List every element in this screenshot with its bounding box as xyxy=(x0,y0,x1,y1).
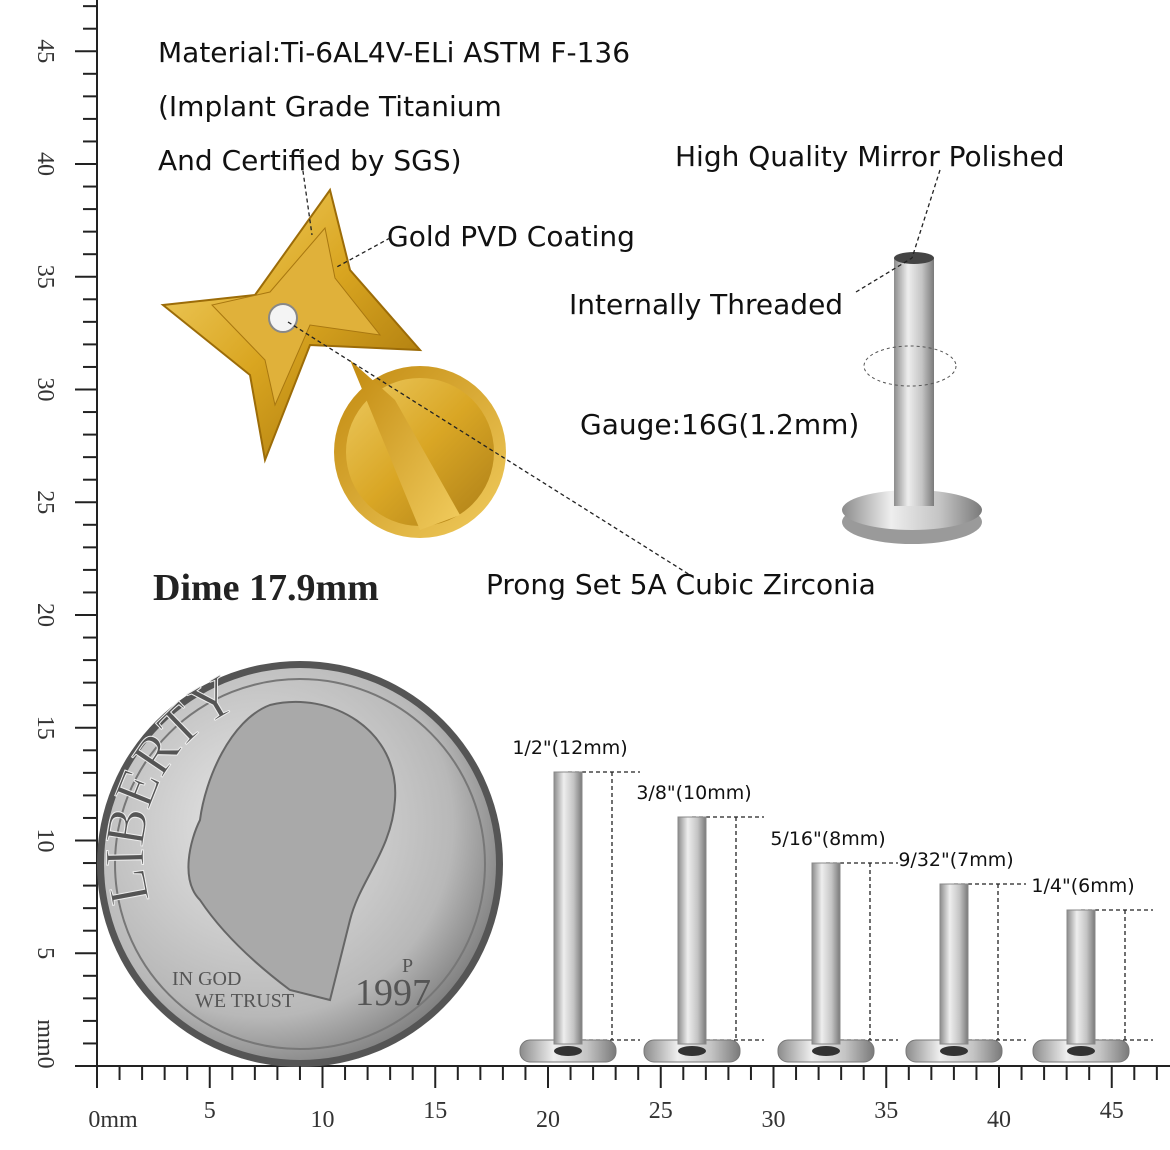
material-line: (Implant Grade Titanium xyxy=(158,90,502,123)
ruler-label: mm0 xyxy=(32,1019,58,1068)
pin-shaft xyxy=(553,771,583,1045)
pin-hole xyxy=(940,1046,968,1056)
leader xyxy=(855,257,913,293)
pin-hole xyxy=(678,1046,706,1056)
size-label: 3/8"(10mm) xyxy=(636,782,751,804)
pin-shaft xyxy=(811,862,841,1045)
leader xyxy=(299,149,313,236)
coating-label: Gold PVD Coating xyxy=(387,220,635,253)
stone-label: Prong Set 5A Cubic Zirconia xyxy=(486,568,876,601)
gold-labret xyxy=(160,187,506,538)
pin-hole xyxy=(1067,1046,1095,1056)
pin-shaft xyxy=(939,883,969,1045)
pin-hole xyxy=(812,1046,840,1056)
material-line: And Certified by SGS) xyxy=(158,144,462,177)
ruler-label: 5 xyxy=(32,947,58,959)
ruler xyxy=(96,0,1170,1067)
ruler-label: 45 xyxy=(1100,1098,1124,1124)
pin-shaft xyxy=(677,816,707,1045)
threaded-label: Internally Threaded xyxy=(569,288,843,321)
ruler-label: 15 xyxy=(423,1098,447,1124)
dime-label: Dime 17.9mm xyxy=(153,567,379,609)
material-line: Material:Ti-6AL4V-ELi ASTM F-136 xyxy=(158,36,630,69)
ruler-label: 40 xyxy=(987,1107,1011,1133)
ruler-label: 10 xyxy=(32,829,58,853)
ruler-label: 30 xyxy=(32,378,58,402)
size-label: 1/4"(6mm) xyxy=(1031,875,1134,897)
coin-mint: P xyxy=(402,955,413,977)
ruler-label: 35 xyxy=(32,265,58,289)
ruler-label: 25 xyxy=(32,490,58,514)
leader xyxy=(911,169,941,259)
pin-shaft xyxy=(1066,909,1096,1045)
size-label: 5/16"(8mm) xyxy=(770,828,885,850)
ruler-label: 15 xyxy=(32,716,58,740)
size-label: 1/2"(12mm) xyxy=(512,737,627,759)
ruler-label: 5 xyxy=(204,1098,216,1124)
coin-year: 1997 xyxy=(355,972,431,1014)
ruler-label: 40 xyxy=(32,152,58,176)
size-label: 9/32"(7mm) xyxy=(898,849,1013,871)
coin-motto: IN GOD xyxy=(172,968,241,990)
gauge-label: Gauge:16G(1.2mm) xyxy=(580,408,859,441)
ruler-label: 20 xyxy=(536,1107,560,1133)
dime: LIBERTY IN GOD WE TRUST 1997 P xyxy=(93,661,503,1067)
leader xyxy=(334,237,391,269)
pin-hole xyxy=(554,1046,582,1056)
coin-motto: WE TRUST xyxy=(195,990,294,1012)
ruler-label: 35 xyxy=(874,1098,898,1124)
ruler-label: 0mm xyxy=(88,1107,138,1133)
silver-labret xyxy=(842,252,982,544)
ruler-label: 20 xyxy=(32,603,58,627)
ruler-label: 25 xyxy=(649,1098,673,1124)
leader xyxy=(287,321,691,576)
ruler-label: 10 xyxy=(311,1107,335,1133)
mirror-label: High Quality Mirror Polished xyxy=(675,140,1065,173)
ruler-label: 45 xyxy=(32,39,58,63)
ruler-label: 30 xyxy=(762,1107,786,1133)
